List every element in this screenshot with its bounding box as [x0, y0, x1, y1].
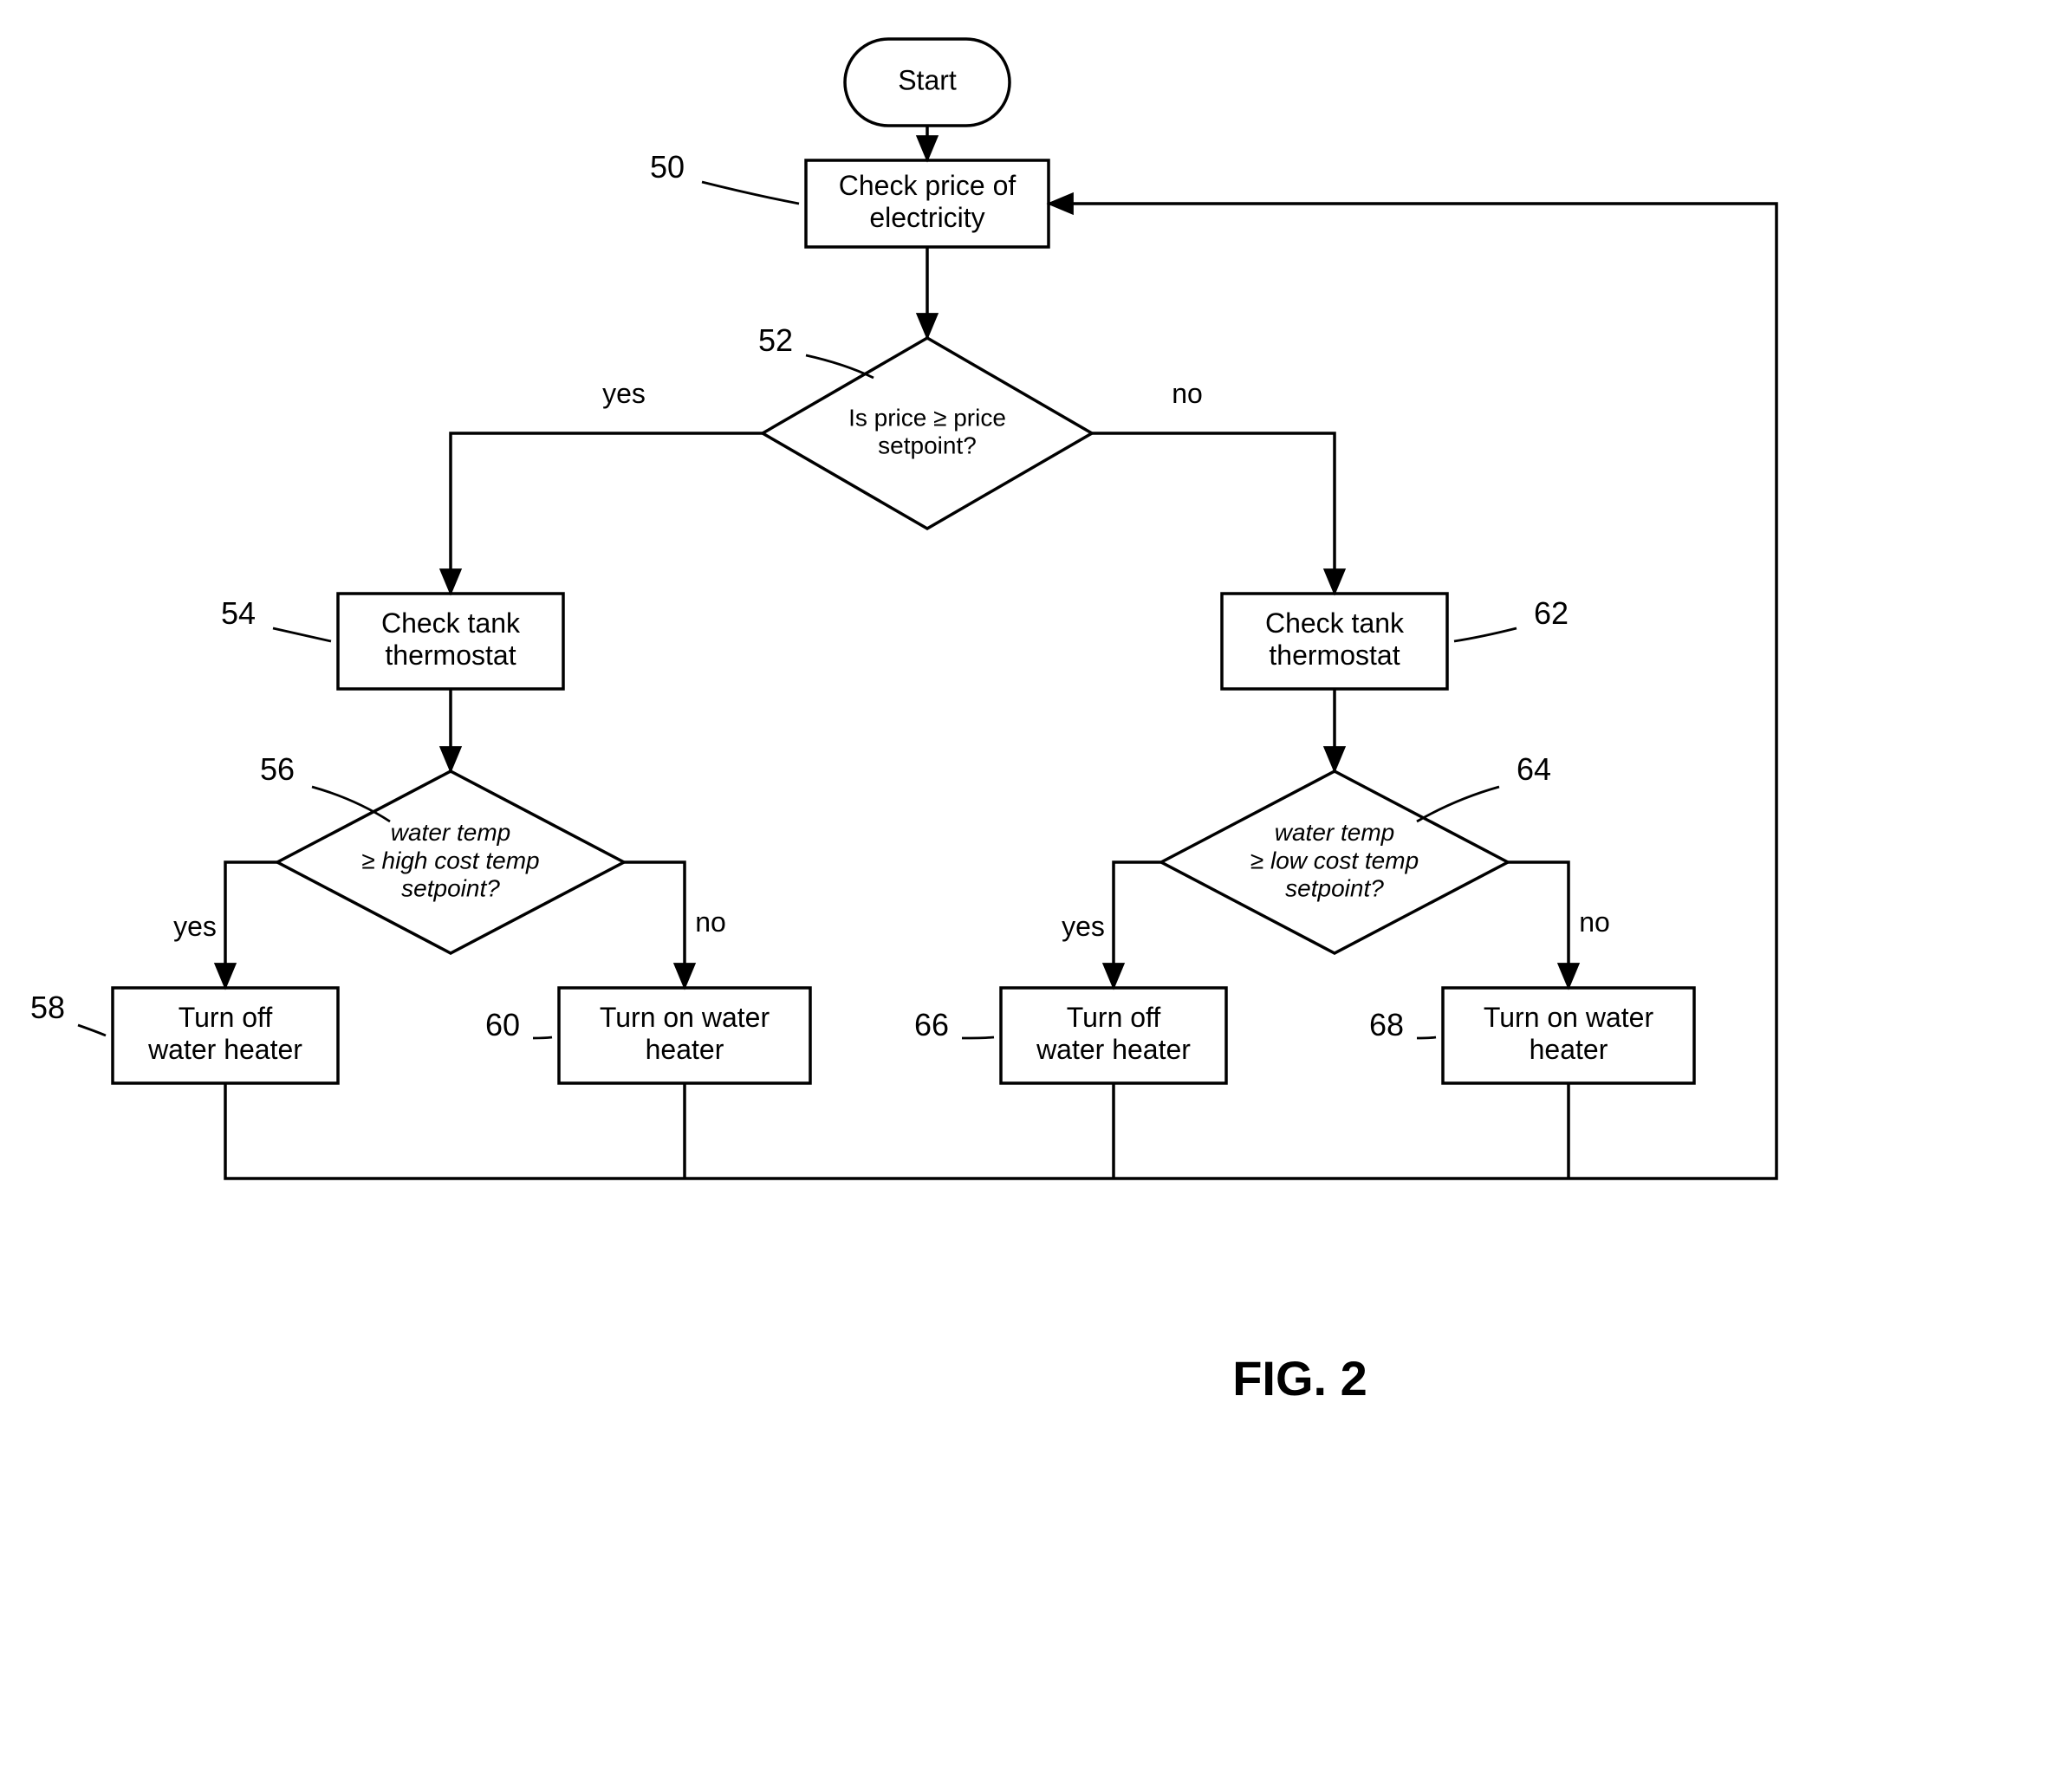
node-n66: Turn offwater heater	[1001, 988, 1226, 1083]
node-text: thermostat	[385, 640, 516, 671]
edge-6	[225, 862, 277, 988]
branch-label: yes	[173, 911, 217, 942]
flowchart: Start Check price ofelectricity Is price ≥…	[0, 0, 2072, 1792]
ref-leader-54	[273, 628, 331, 641]
ref-50: 50	[650, 149, 685, 185]
node-text: Turn off	[179, 1002, 273, 1033]
node-start: Start	[845, 39, 1010, 126]
ref-64: 64	[1517, 751, 1551, 787]
node-text: water heater	[147, 1034, 302, 1065]
node-text: water heater	[1036, 1034, 1191, 1065]
edge-3	[1092, 433, 1335, 594]
node-n58: Turn offwater heater	[113, 988, 338, 1083]
edge-2	[451, 433, 763, 594]
node-text: Turn off	[1067, 1002, 1161, 1033]
branch-label: yes	[602, 378, 646, 409]
branch-label: no	[1172, 378, 1203, 409]
ref-leader-66	[962, 1037, 994, 1038]
node-text: Turn on water	[600, 1002, 770, 1033]
ref-60: 60	[485, 1007, 520, 1042]
ref-58: 58	[30, 990, 65, 1025]
ref-56: 56	[260, 751, 295, 787]
node-n56: water temp≥ high cost tempsetpoint?	[277, 771, 624, 953]
node-text: Check tank	[1265, 607, 1405, 639]
node-n50: Check price ofelectricity	[806, 160, 1049, 247]
ref-54: 54	[221, 595, 256, 631]
node-text: Check tank	[381, 607, 521, 639]
node-text: Start	[898, 64, 957, 95]
node-text: water temp	[1275, 819, 1395, 846]
node-text: Is price ≥ price	[848, 404, 1006, 431]
ref-68: 68	[1369, 1007, 1404, 1042]
ref-leader-62	[1454, 628, 1517, 641]
ref-leader-56	[312, 787, 390, 821]
node-n62: Check tankthermostat	[1222, 594, 1447, 689]
ref-leader-68	[1417, 1037, 1436, 1038]
ref-leader-50	[702, 182, 799, 204]
branch-label: no	[695, 906, 726, 938]
ref-leader-58	[78, 1025, 106, 1036]
edge-9	[1508, 862, 1569, 988]
branch-label: yes	[1062, 911, 1105, 942]
branch-label: no	[1579, 906, 1610, 938]
node-text: thermostat	[1269, 640, 1400, 671]
figure-label: FIG. 2	[1232, 1351, 1367, 1406]
node-n60: Turn on waterheater	[559, 988, 810, 1083]
node-text: ≥ low cost temp	[1250, 847, 1419, 873]
node-text: heater	[646, 1034, 724, 1065]
ref-66: 66	[914, 1007, 949, 1042]
node-n52: Is price ≥ pricesetpoint?	[763, 338, 1092, 529]
node-text: setpoint?	[401, 875, 500, 902]
edge-8	[1114, 862, 1161, 988]
node-text: ≥ high cost temp	[361, 847, 539, 873]
node-text: Check price of	[839, 170, 1017, 201]
node-n64: water temp≥ low cost tempsetpoint?	[1161, 771, 1508, 953]
ref-leader-60	[533, 1037, 552, 1038]
edge-7	[624, 862, 685, 988]
ref-62: 62	[1534, 595, 1569, 631]
node-text: setpoint?	[1285, 875, 1384, 902]
ref-leader-64	[1417, 787, 1499, 821]
ref-leader-52	[806, 355, 874, 378]
node-text: electricity	[869, 202, 984, 233]
node-text: setpoint?	[878, 432, 977, 458]
node-text: heater	[1530, 1034, 1608, 1065]
node-text: Turn on water	[1484, 1002, 1654, 1033]
ref-52: 52	[758, 322, 793, 358]
node-n68: Turn on waterheater	[1443, 988, 1694, 1083]
node-text: water temp	[391, 819, 511, 846]
node-n54: Check tankthermostat	[338, 594, 563, 689]
